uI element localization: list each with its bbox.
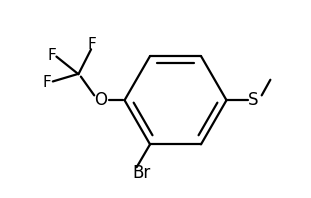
Text: F: F xyxy=(42,75,51,90)
Text: F: F xyxy=(88,37,97,52)
Text: F: F xyxy=(47,48,56,63)
Text: O: O xyxy=(94,91,107,109)
Text: Br: Br xyxy=(132,164,151,182)
Text: S: S xyxy=(248,91,258,109)
